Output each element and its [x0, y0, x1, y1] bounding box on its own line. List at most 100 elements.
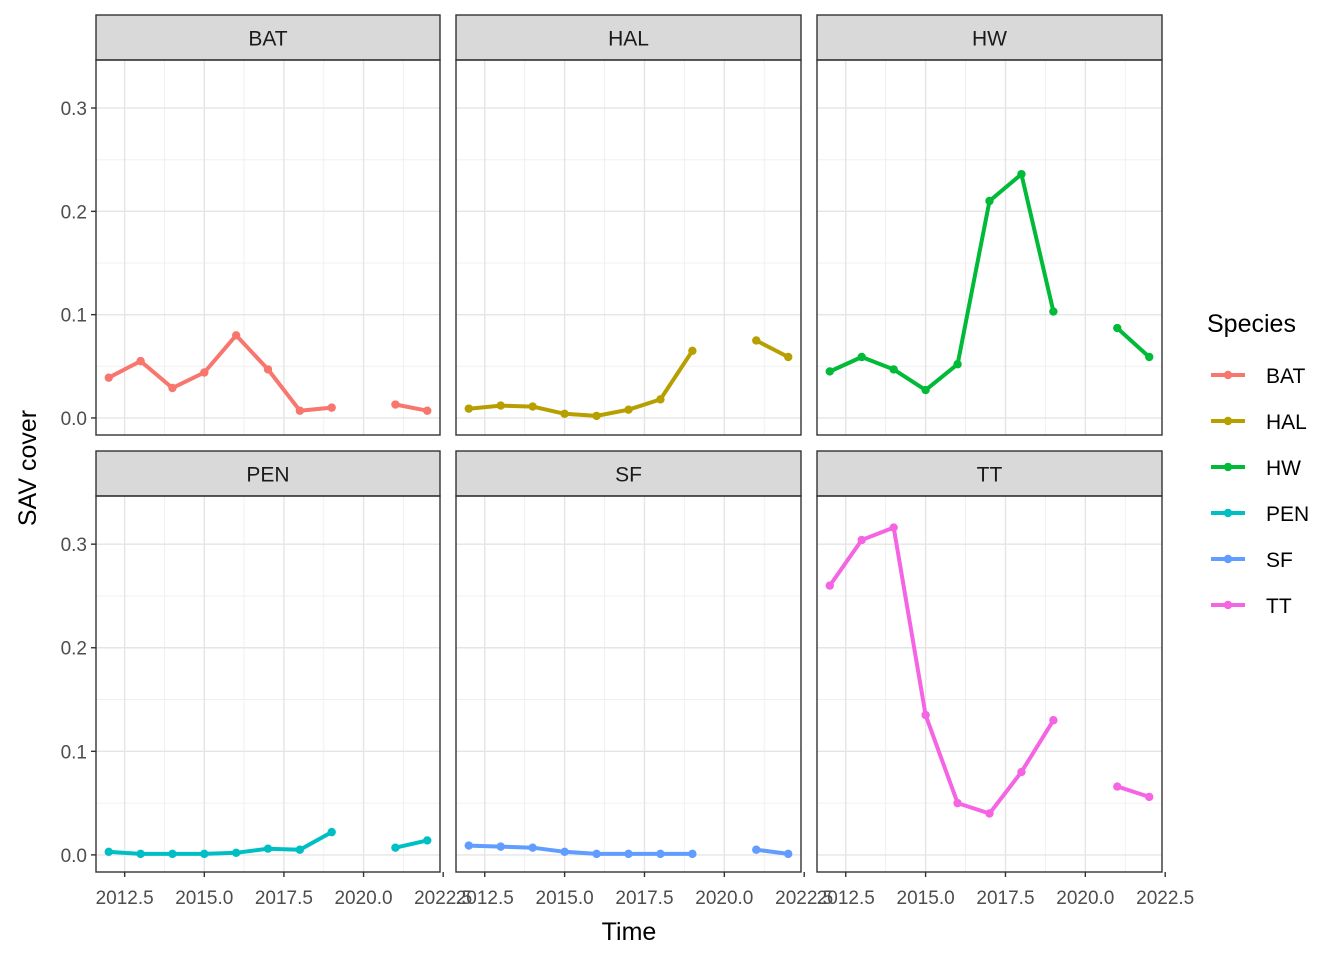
series-line-TT — [1116, 784, 1150, 799]
data-point-PEN — [327, 827, 336, 837]
series-line-SF — [468, 843, 693, 856]
legend-item-PEN: PEN — [1211, 503, 1309, 526]
series-line-BAT — [395, 402, 428, 413]
data-point-TT — [1113, 782, 1122, 791]
strip-label: TT — [977, 464, 1003, 487]
panel-background — [817, 60, 1162, 435]
y-tick-label: 0.0 — [61, 846, 87, 867]
x-tick-label: 2017.5 — [255, 888, 313, 909]
data-point-TT — [857, 535, 866, 545]
data-point-BAT — [391, 400, 400, 409]
legend-label: BAT — [1266, 365, 1305, 388]
x-tick-label: 2015.0 — [897, 888, 955, 909]
data-point-TT — [953, 798, 962, 808]
panel-background — [96, 60, 440, 435]
series-line-PEN — [394, 838, 428, 850]
strip-label: HAL — [608, 28, 649, 51]
data-point-HW — [953, 360, 962, 369]
legend-item-HAL: HAL — [1211, 411, 1307, 434]
data-point-PEN — [295, 845, 305, 854]
panel-background — [96, 496, 440, 872]
legend-key-point — [1223, 370, 1233, 380]
data-point-HW — [1145, 352, 1154, 362]
data-point-PEN — [231, 848, 241, 858]
strip-label: HW — [972, 28, 1007, 51]
data-point-PEN — [200, 849, 209, 859]
series-line-BAT — [107, 333, 332, 413]
data-point-HW — [857, 352, 866, 362]
legend-label: HW — [1266, 457, 1301, 480]
strip-label: BAT — [248, 28, 287, 51]
data-point-BAT — [168, 383, 177, 393]
strip-background — [455, 450, 802, 497]
data-point-HAL — [784, 352, 793, 362]
data-point-HW — [1049, 307, 1058, 316]
facet-panels: BAT 0.0 0.1 0.2 0.3 HAL HW PEN 0.0 0.1 0.2 0.3 2012.… — [61, 14, 1194, 909]
data-point-TT — [921, 710, 930, 720]
panel-background — [456, 496, 801, 872]
strip-background — [95, 450, 441, 497]
data-point-PEN — [263, 844, 273, 853]
strip-background — [95, 14, 441, 61]
data-point-SF — [688, 849, 697, 859]
data-point-HAL — [592, 411, 601, 421]
series-line-HW — [828, 172, 1056, 393]
legend-key-point — [1223, 416, 1233, 426]
data-point-PEN — [136, 849, 145, 859]
legend-item-TT: TT — [1211, 595, 1292, 618]
y-tick-label: 0.0 — [61, 409, 87, 430]
data-point-PEN — [168, 849, 177, 859]
x-tick-label: 2020.0 — [695, 888, 753, 909]
panel-border — [455, 495, 802, 873]
data-point-HAL — [656, 395, 665, 404]
data-point-BAT — [263, 365, 273, 374]
data-point-SF — [560, 847, 569, 857]
data-point-HW — [1113, 323, 1122, 333]
x-tick-label: 2017.5 — [615, 888, 673, 909]
data-point-HW — [1017, 169, 1026, 179]
data-point-SF — [656, 849, 665, 859]
legend-key-point — [1223, 554, 1233, 564]
data-point-TT — [1017, 767, 1026, 777]
y-tick-label: 0.1 — [61, 306, 87, 327]
strip-background — [816, 450, 1163, 497]
legend-item-HW: HW — [1211, 457, 1301, 480]
series-line-HAL — [468, 349, 695, 418]
data-point-BAT — [327, 403, 336, 412]
panel-HW: HW — [816, 14, 1163, 436]
legend-label: PEN — [1266, 503, 1309, 526]
data-point-PEN — [423, 836, 432, 845]
legend-label: HAL — [1266, 411, 1307, 434]
y-tick-label: 0.3 — [61, 535, 87, 556]
x-tick-label: 2020.0 — [334, 888, 392, 909]
data-point-SF — [496, 842, 505, 851]
data-point-BAT — [231, 331, 241, 340]
y-tick-label: 0.2 — [61, 202, 87, 223]
data-point-HAL — [496, 401, 505, 410]
legend-item-BAT: BAT — [1211, 365, 1305, 388]
legend-label: TT — [1266, 595, 1292, 618]
panel-border — [95, 59, 441, 436]
series-line-HAL — [755, 338, 790, 359]
x-tick-label: 2012.5 — [817, 888, 875, 909]
legend-key-point — [1223, 462, 1233, 472]
x-tick-label: 2012.5 — [456, 888, 514, 909]
panel-background — [456, 60, 801, 435]
y-axis-title-group: SAV cover — [14, 410, 42, 526]
panel-border — [455, 59, 802, 436]
panel-BAT: BAT 0.0 0.1 0.2 0.3 — [61, 14, 441, 436]
data-point-HW — [825, 367, 834, 376]
data-point-BAT — [295, 406, 305, 415]
strip-label: SF — [615, 464, 642, 487]
data-point-HW — [985, 196, 994, 206]
x-tick-label: 2022.5 — [414, 888, 472, 909]
data-point-TT — [889, 523, 898, 532]
data-point-HAL — [464, 404, 473, 413]
strip-background — [816, 14, 1163, 61]
series-line-PEN — [108, 830, 333, 856]
legend-key-point — [1223, 600, 1233, 610]
data-point-PEN — [391, 843, 400, 852]
data-point-SF — [592, 849, 601, 859]
data-point-TT — [1049, 716, 1058, 725]
panel-SF: SF 2012.5 2015.0 2017.5 2020.0 2022.5 — [455, 450, 833, 909]
